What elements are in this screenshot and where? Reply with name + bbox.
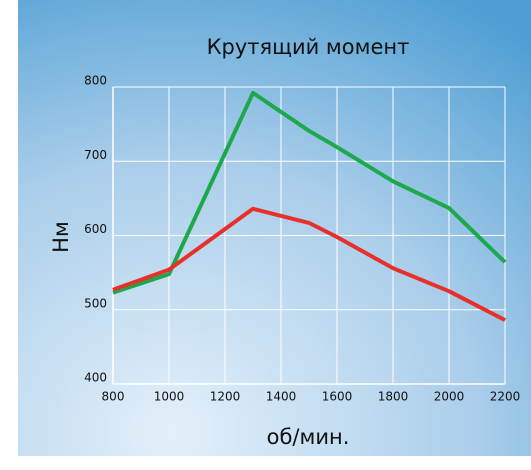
background [18, 0, 531, 456]
y-tick-label: 700 [84, 148, 107, 162]
y-axis-label: Нм [49, 221, 73, 253]
x-tick-label: 1200 [210, 390, 241, 404]
x-tick-label: 800 [102, 390, 125, 404]
y-tick-label: 500 [84, 296, 107, 310]
y-tick-label: 800 [84, 74, 107, 88]
x-tick-label: 1600 [322, 390, 353, 404]
series-line [112, 90, 507, 295]
x-tick-label: 2000 [434, 390, 465, 404]
x-tick-label: 1800 [378, 390, 409, 404]
y-tick-label: 400 [84, 371, 107, 385]
x-axis-label: об/мин. [267, 425, 350, 449]
x-tick-label: 2200 [490, 390, 521, 404]
chart-title: Крутящий момент [207, 35, 410, 59]
x-tick-label: 1400 [266, 390, 297, 404]
series-line [112, 206, 506, 322]
y-tick-label: 600 [84, 222, 107, 236]
x-tick-label: 1000 [154, 390, 185, 404]
